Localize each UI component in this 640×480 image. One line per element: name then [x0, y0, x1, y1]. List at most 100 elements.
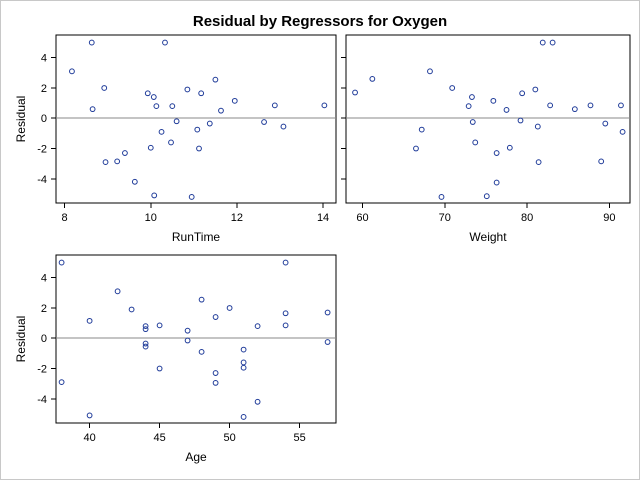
data-point	[188, 194, 195, 200]
data-point	[571, 106, 578, 113]
data-point	[324, 309, 331, 316]
data-point	[69, 68, 75, 75]
data-point	[469, 94, 475, 100]
data-point	[449, 85, 456, 91]
data-point	[324, 339, 331, 345]
data-point	[282, 322, 289, 329]
y-tick-label: 2	[41, 303, 47, 315]
data-point	[598, 158, 605, 165]
x-tick-label: 70	[439, 212, 451, 224]
data-point	[469, 119, 476, 125]
x-tick-label: 8	[62, 212, 68, 224]
data-point	[206, 120, 213, 127]
y-axis-label: Residual	[14, 316, 28, 363]
data-point	[418, 126, 425, 133]
data-point	[102, 159, 109, 166]
data-point	[168, 139, 174, 146]
data-point	[465, 103, 472, 110]
data-point	[503, 107, 510, 113]
x-tick-label: 50	[223, 432, 235, 444]
plot-frame	[55, 254, 337, 424]
data-point	[587, 102, 594, 109]
data-point	[535, 159, 542, 166]
data-point	[184, 327, 191, 334]
data-point	[89, 106, 96, 113]
data-point	[490, 97, 497, 104]
y-tick-label: 4	[41, 53, 47, 65]
data-point	[517, 117, 524, 124]
x-tick-label: 40	[83, 432, 95, 444]
data-point	[321, 102, 328, 109]
data-point	[549, 39, 556, 46]
x-tick-label: 10	[145, 212, 157, 224]
data-point	[58, 259, 65, 266]
data-point	[142, 323, 149, 330]
data-point	[532, 86, 539, 93]
data-point	[506, 144, 513, 151]
data-point	[539, 39, 546, 46]
data-point	[413, 145, 419, 152]
data-point	[427, 68, 433, 75]
data-point	[151, 192, 158, 199]
data-point	[519, 90, 526, 97]
x-tick-label: 60	[356, 212, 368, 224]
data-point	[352, 89, 358, 96]
data-point	[438, 194, 445, 200]
data-point	[212, 76, 219, 83]
y-axis-label: Residual	[14, 96, 28, 143]
y-tick-label: -4	[37, 394, 47, 406]
data-point	[547, 102, 554, 109]
data-point	[493, 150, 500, 156]
data-point	[142, 326, 149, 333]
y-tick-label: 0	[41, 333, 47, 345]
data-point	[282, 310, 289, 317]
data-point	[122, 150, 128, 156]
data-point	[218, 107, 224, 114]
data-point	[156, 365, 163, 372]
data-point	[86, 412, 93, 419]
data-point	[226, 305, 233, 311]
data-point	[231, 97, 238, 104]
data-point	[619, 128, 626, 135]
data-point	[88, 39, 95, 46]
chart-title: Residual by Regressors for Oxygen	[193, 13, 447, 30]
data-point	[142, 340, 149, 347]
x-tick-label: 12	[231, 212, 243, 224]
panel-runtime: 8 10 12 14 -4 -2 0 2 4 RunTime Residual	[14, 34, 337, 244]
data-point	[483, 193, 490, 200]
data-point	[156, 322, 163, 329]
y-tick-label: -4	[37, 174, 47, 186]
x-tick-label: 14	[317, 212, 329, 224]
x-tick-label: 90	[603, 212, 615, 224]
data-point	[534, 123, 541, 130]
data-point	[131, 178, 138, 185]
data-point	[212, 379, 219, 386]
data-point	[240, 414, 247, 420]
data-point	[173, 118, 180, 125]
data-point	[169, 103, 176, 110]
data-point	[198, 90, 205, 97]
data-point	[158, 128, 165, 135]
data-point	[271, 102, 278, 109]
data-point	[114, 158, 121, 165]
plot-frame	[345, 34, 631, 204]
data-point	[472, 139, 479, 146]
y-tick-label: 2	[41, 83, 47, 95]
data-point	[144, 90, 151, 97]
data-point	[142, 343, 149, 350]
data-point	[282, 259, 289, 266]
data-point	[212, 370, 219, 376]
data-point	[254, 398, 261, 405]
data-point	[128, 306, 135, 313]
data-point	[184, 86, 191, 93]
data-point	[198, 296, 205, 303]
panel-weight: 60 70 80 90 Weight	[341, 34, 631, 244]
data-point	[280, 123, 287, 130]
data-point	[147, 144, 154, 151]
panel-age: 40 45 50 55 -4 -2 0 2 4 Age Residual	[14, 254, 337, 464]
data-point	[184, 337, 191, 344]
x-axis-label: RunTime	[172, 230, 221, 244]
data-point	[114, 288, 121, 295]
data-point	[369, 75, 376, 82]
